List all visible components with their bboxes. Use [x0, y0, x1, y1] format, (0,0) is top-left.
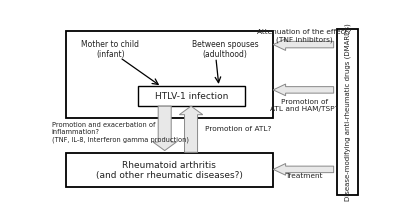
FancyBboxPatch shape: [66, 31, 273, 118]
Text: Promotion of ATL?: Promotion of ATL?: [205, 126, 271, 132]
FancyBboxPatch shape: [337, 29, 358, 195]
FancyArrow shape: [153, 106, 176, 151]
Text: Between spouses
(adulthood): Between spouses (adulthood): [192, 40, 258, 59]
FancyBboxPatch shape: [66, 153, 273, 187]
FancyArrow shape: [273, 84, 334, 96]
Text: Attenuation of the effect?
(TNF inhibitors): Attenuation of the effect? (TNF inhibito…: [257, 29, 351, 43]
Text: Rheumatoid arthritis
(and other rheumatic diseases?): Rheumatoid arthritis (and other rheumati…: [96, 161, 243, 180]
FancyArrow shape: [273, 39, 334, 50]
Text: HTLV-1 infection: HTLV-1 infection: [155, 92, 228, 101]
FancyArrow shape: [179, 106, 203, 152]
FancyBboxPatch shape: [138, 87, 245, 106]
Text: Promotion and exacerbation of
inflammation?
(TNF, IL-8, Interferon gamma product: Promotion and exacerbation of inflammati…: [52, 122, 188, 143]
Text: Disease-modifying anti-rheumatic drugs (DMARDs): Disease-modifying anti-rheumatic drugs (…: [345, 23, 351, 201]
Text: Treatment: Treatment: [286, 173, 323, 179]
Text: Promotion of
ATL and HAM/TSP?: Promotion of ATL and HAM/TSP?: [270, 99, 338, 112]
FancyArrow shape: [273, 164, 334, 175]
Text: Mother to child
(infant): Mother to child (infant): [82, 40, 140, 59]
